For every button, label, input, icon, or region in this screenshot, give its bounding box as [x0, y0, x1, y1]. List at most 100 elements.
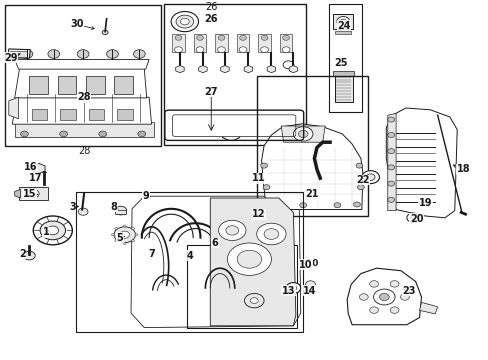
Circle shape	[239, 47, 246, 53]
Polygon shape	[210, 198, 295, 326]
Polygon shape	[15, 68, 146, 98]
Circle shape	[389, 281, 398, 287]
Circle shape	[133, 50, 145, 58]
Text: 7: 7	[148, 249, 155, 259]
Text: 11: 11	[252, 173, 265, 183]
Bar	[333, 71, 353, 76]
Text: 26: 26	[204, 14, 218, 24]
Circle shape	[48, 50, 60, 58]
Circle shape	[21, 50, 33, 58]
Circle shape	[33, 216, 72, 245]
Bar	[215, 34, 227, 52]
Circle shape	[102, 30, 108, 35]
Circle shape	[333, 203, 340, 208]
Circle shape	[250, 298, 258, 303]
Circle shape	[99, 131, 106, 137]
Circle shape	[387, 181, 394, 186]
Circle shape	[359, 294, 367, 300]
Circle shape	[138, 131, 145, 137]
Circle shape	[36, 166, 42, 171]
Circle shape	[115, 228, 118, 230]
Circle shape	[237, 250, 261, 268]
Polygon shape	[386, 108, 456, 218]
Circle shape	[387, 117, 394, 122]
Circle shape	[361, 171, 379, 184]
Circle shape	[23, 251, 35, 260]
Circle shape	[305, 281, 315, 288]
Bar	[334, 75, 352, 102]
Text: 1: 1	[42, 227, 49, 237]
Circle shape	[260, 47, 268, 53]
Polygon shape	[8, 49, 30, 58]
Bar	[236, 34, 249, 52]
Circle shape	[227, 243, 271, 275]
Text: 14: 14	[302, 286, 316, 296]
Circle shape	[282, 35, 289, 40]
Bar	[172, 34, 184, 52]
Circle shape	[373, 289, 394, 305]
Text: 29: 29	[4, 53, 18, 63]
Text: 30: 30	[70, 19, 84, 30]
Bar	[163, 4, 305, 145]
Circle shape	[357, 185, 364, 190]
Bar	[193, 34, 206, 52]
Circle shape	[78, 208, 88, 215]
Polygon shape	[15, 189, 20, 198]
Text: 25: 25	[333, 58, 347, 68]
Text: 4: 4	[186, 251, 193, 261]
Bar	[29, 76, 48, 94]
Circle shape	[389, 307, 398, 313]
Bar	[76, 192, 303, 332]
Circle shape	[261, 35, 267, 40]
Bar	[279, 34, 292, 52]
Circle shape	[283, 61, 293, 69]
Circle shape	[260, 163, 267, 168]
Bar	[256, 76, 367, 216]
Text: 24: 24	[336, 21, 350, 31]
Circle shape	[369, 281, 378, 287]
Circle shape	[77, 50, 89, 58]
Polygon shape	[131, 196, 300, 328]
Circle shape	[47, 226, 59, 235]
Circle shape	[340, 19, 346, 23]
Circle shape	[387, 149, 394, 154]
Polygon shape	[12, 97, 151, 124]
Bar	[32, 109, 47, 120]
Circle shape	[218, 35, 224, 40]
Bar	[328, 4, 361, 112]
Text: 13: 13	[281, 286, 295, 296]
Circle shape	[218, 220, 245, 240]
Text: 22: 22	[355, 175, 369, 185]
Bar	[114, 76, 133, 94]
Text: 10: 10	[298, 260, 312, 270]
Circle shape	[123, 242, 126, 244]
Circle shape	[336, 17, 349, 26]
Text: 2: 2	[19, 249, 26, 259]
Circle shape	[217, 47, 225, 53]
Circle shape	[115, 206, 126, 215]
Text: 10: 10	[305, 259, 317, 268]
Bar	[58, 76, 76, 94]
Polygon shape	[15, 59, 149, 69]
Circle shape	[40, 221, 65, 240]
Circle shape	[266, 202, 273, 207]
Polygon shape	[387, 113, 395, 211]
Circle shape	[120, 231, 129, 238]
Circle shape	[171, 12, 198, 32]
Circle shape	[60, 131, 67, 137]
Circle shape	[379, 293, 388, 301]
Text: 8: 8	[110, 202, 117, 212]
Circle shape	[175, 35, 182, 40]
Circle shape	[225, 226, 238, 235]
Bar	[117, 109, 132, 120]
Circle shape	[114, 227, 135, 243]
Text: 9: 9	[142, 191, 149, 201]
Circle shape	[176, 15, 193, 28]
Text: 19: 19	[418, 198, 431, 208]
Circle shape	[244, 293, 264, 308]
Bar	[186, 245, 296, 328]
Text: 6: 6	[211, 238, 218, 248]
Circle shape	[366, 174, 374, 180]
Polygon shape	[261, 124, 362, 210]
Text: 26: 26	[204, 2, 217, 12]
